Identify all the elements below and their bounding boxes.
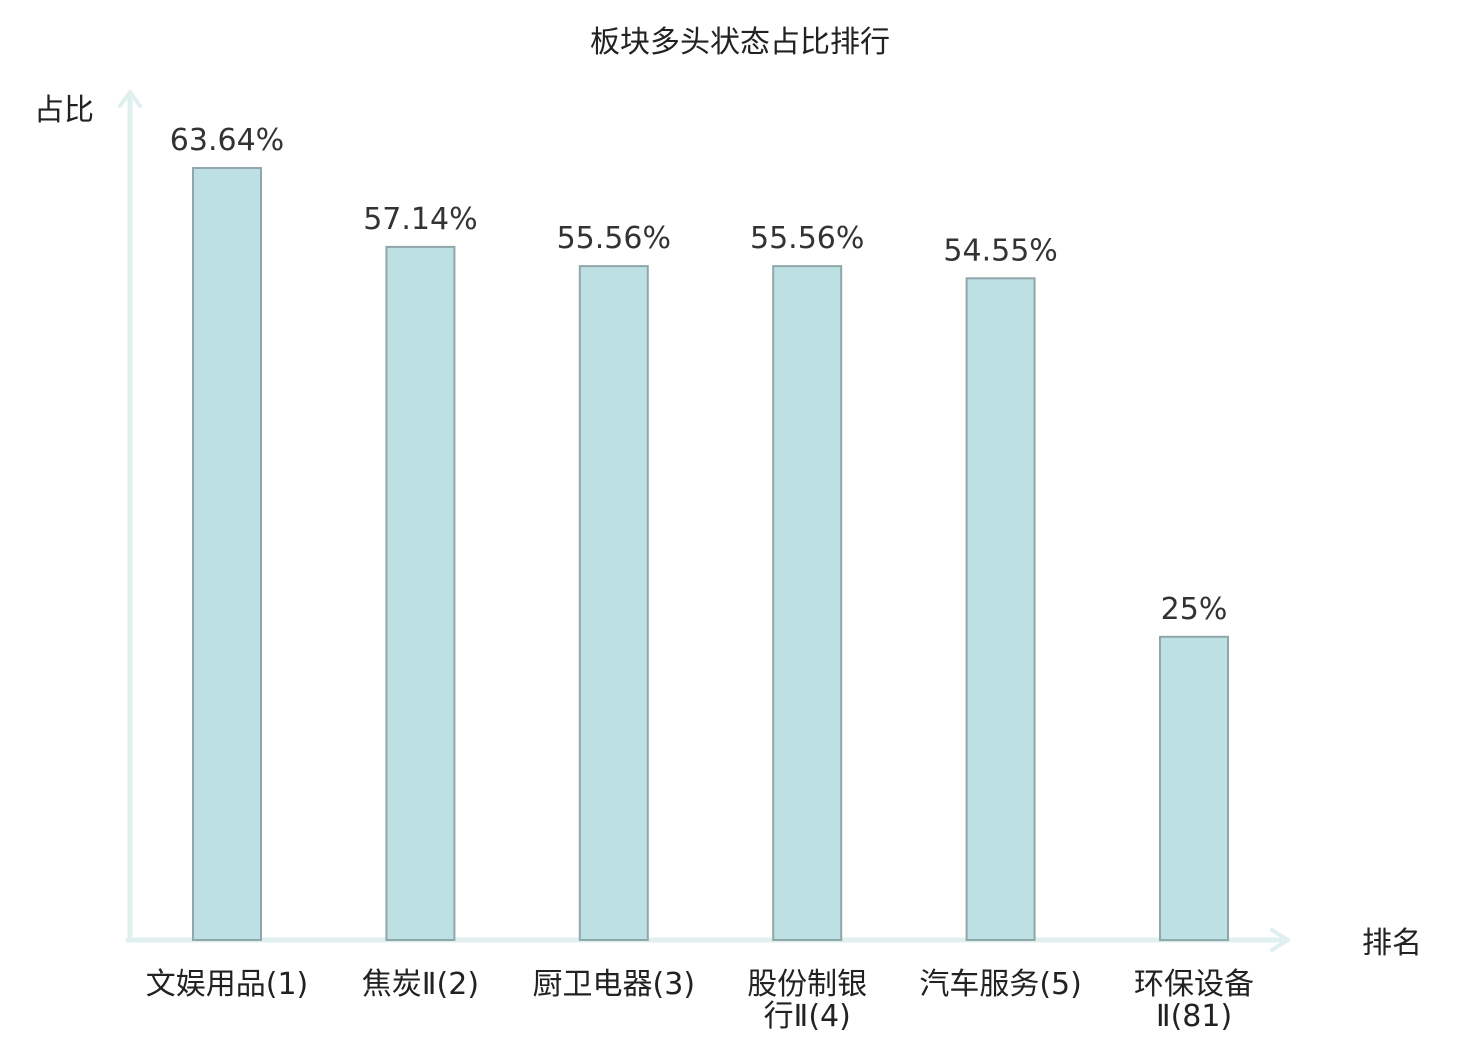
category-label: 汽车服务(5) bbox=[919, 967, 1082, 1002]
bar bbox=[192, 167, 262, 941]
bar bbox=[1159, 635, 1229, 942]
bars-group bbox=[192, 167, 1229, 942]
category-label: 文娱用品(1) bbox=[146, 967, 309, 1002]
category-label: 环保设备 Ⅱ(81) bbox=[1134, 967, 1254, 1034]
bar-value-label: 57.14% bbox=[363, 202, 477, 237]
category-label: 焦炭Ⅱ(2) bbox=[362, 967, 479, 1002]
category-label-line: 环保设备 bbox=[1134, 967, 1254, 1002]
bar bbox=[965, 277, 1036, 941]
chart-title: 板块多头状态占比排行 bbox=[590, 25, 890, 60]
category-label-line: 股份制银 bbox=[747, 967, 867, 1002]
value-labels-group: 63.64% 57.14% 55.56% 55.56% 54.55% 25% bbox=[170, 123, 1228, 627]
category-label-line: 行Ⅱ(4) bbox=[764, 999, 851, 1034]
bar bbox=[385, 245, 456, 941]
x-axis-arrow bbox=[1270, 928, 1290, 952]
category-labels-group: 文娱用品(1) 焦炭Ⅱ(2) 厨卫电器(3) 股份制银行Ⅱ(4) 汽车服务(5) 环保设备… bbox=[146, 967, 1254, 1034]
axes bbox=[118, 90, 1290, 952]
category-label-line: 厨卫电器(3) bbox=[533, 967, 696, 1002]
category-label: 厨卫电器(3) bbox=[533, 967, 696, 1002]
category-label-line: Ⅱ(81) bbox=[1156, 999, 1232, 1034]
category-label-line: 文娱用品(1) bbox=[146, 967, 309, 1002]
bar-value-label: 63.64% bbox=[170, 123, 284, 158]
y-axis-label: 占比 bbox=[34, 93, 94, 128]
bar bbox=[772, 265, 843, 942]
bar bbox=[578, 265, 649, 942]
bar-value-label: 54.55% bbox=[943, 233, 1057, 268]
category-label: 股份制银行Ⅱ(4) bbox=[747, 967, 867, 1034]
bar-value-label: 25% bbox=[1161, 592, 1228, 627]
y-axis-arrow bbox=[118, 90, 142, 108]
bar-value-label: 55.56% bbox=[557, 221, 671, 256]
x-axis-label: 排名 bbox=[1362, 926, 1422, 961]
bar-value-label: 55.56% bbox=[750, 221, 864, 256]
category-label-line: 汽车服务(5) bbox=[919, 967, 1082, 1002]
category-label-line: 焦炭Ⅱ(2) bbox=[362, 967, 479, 1002]
